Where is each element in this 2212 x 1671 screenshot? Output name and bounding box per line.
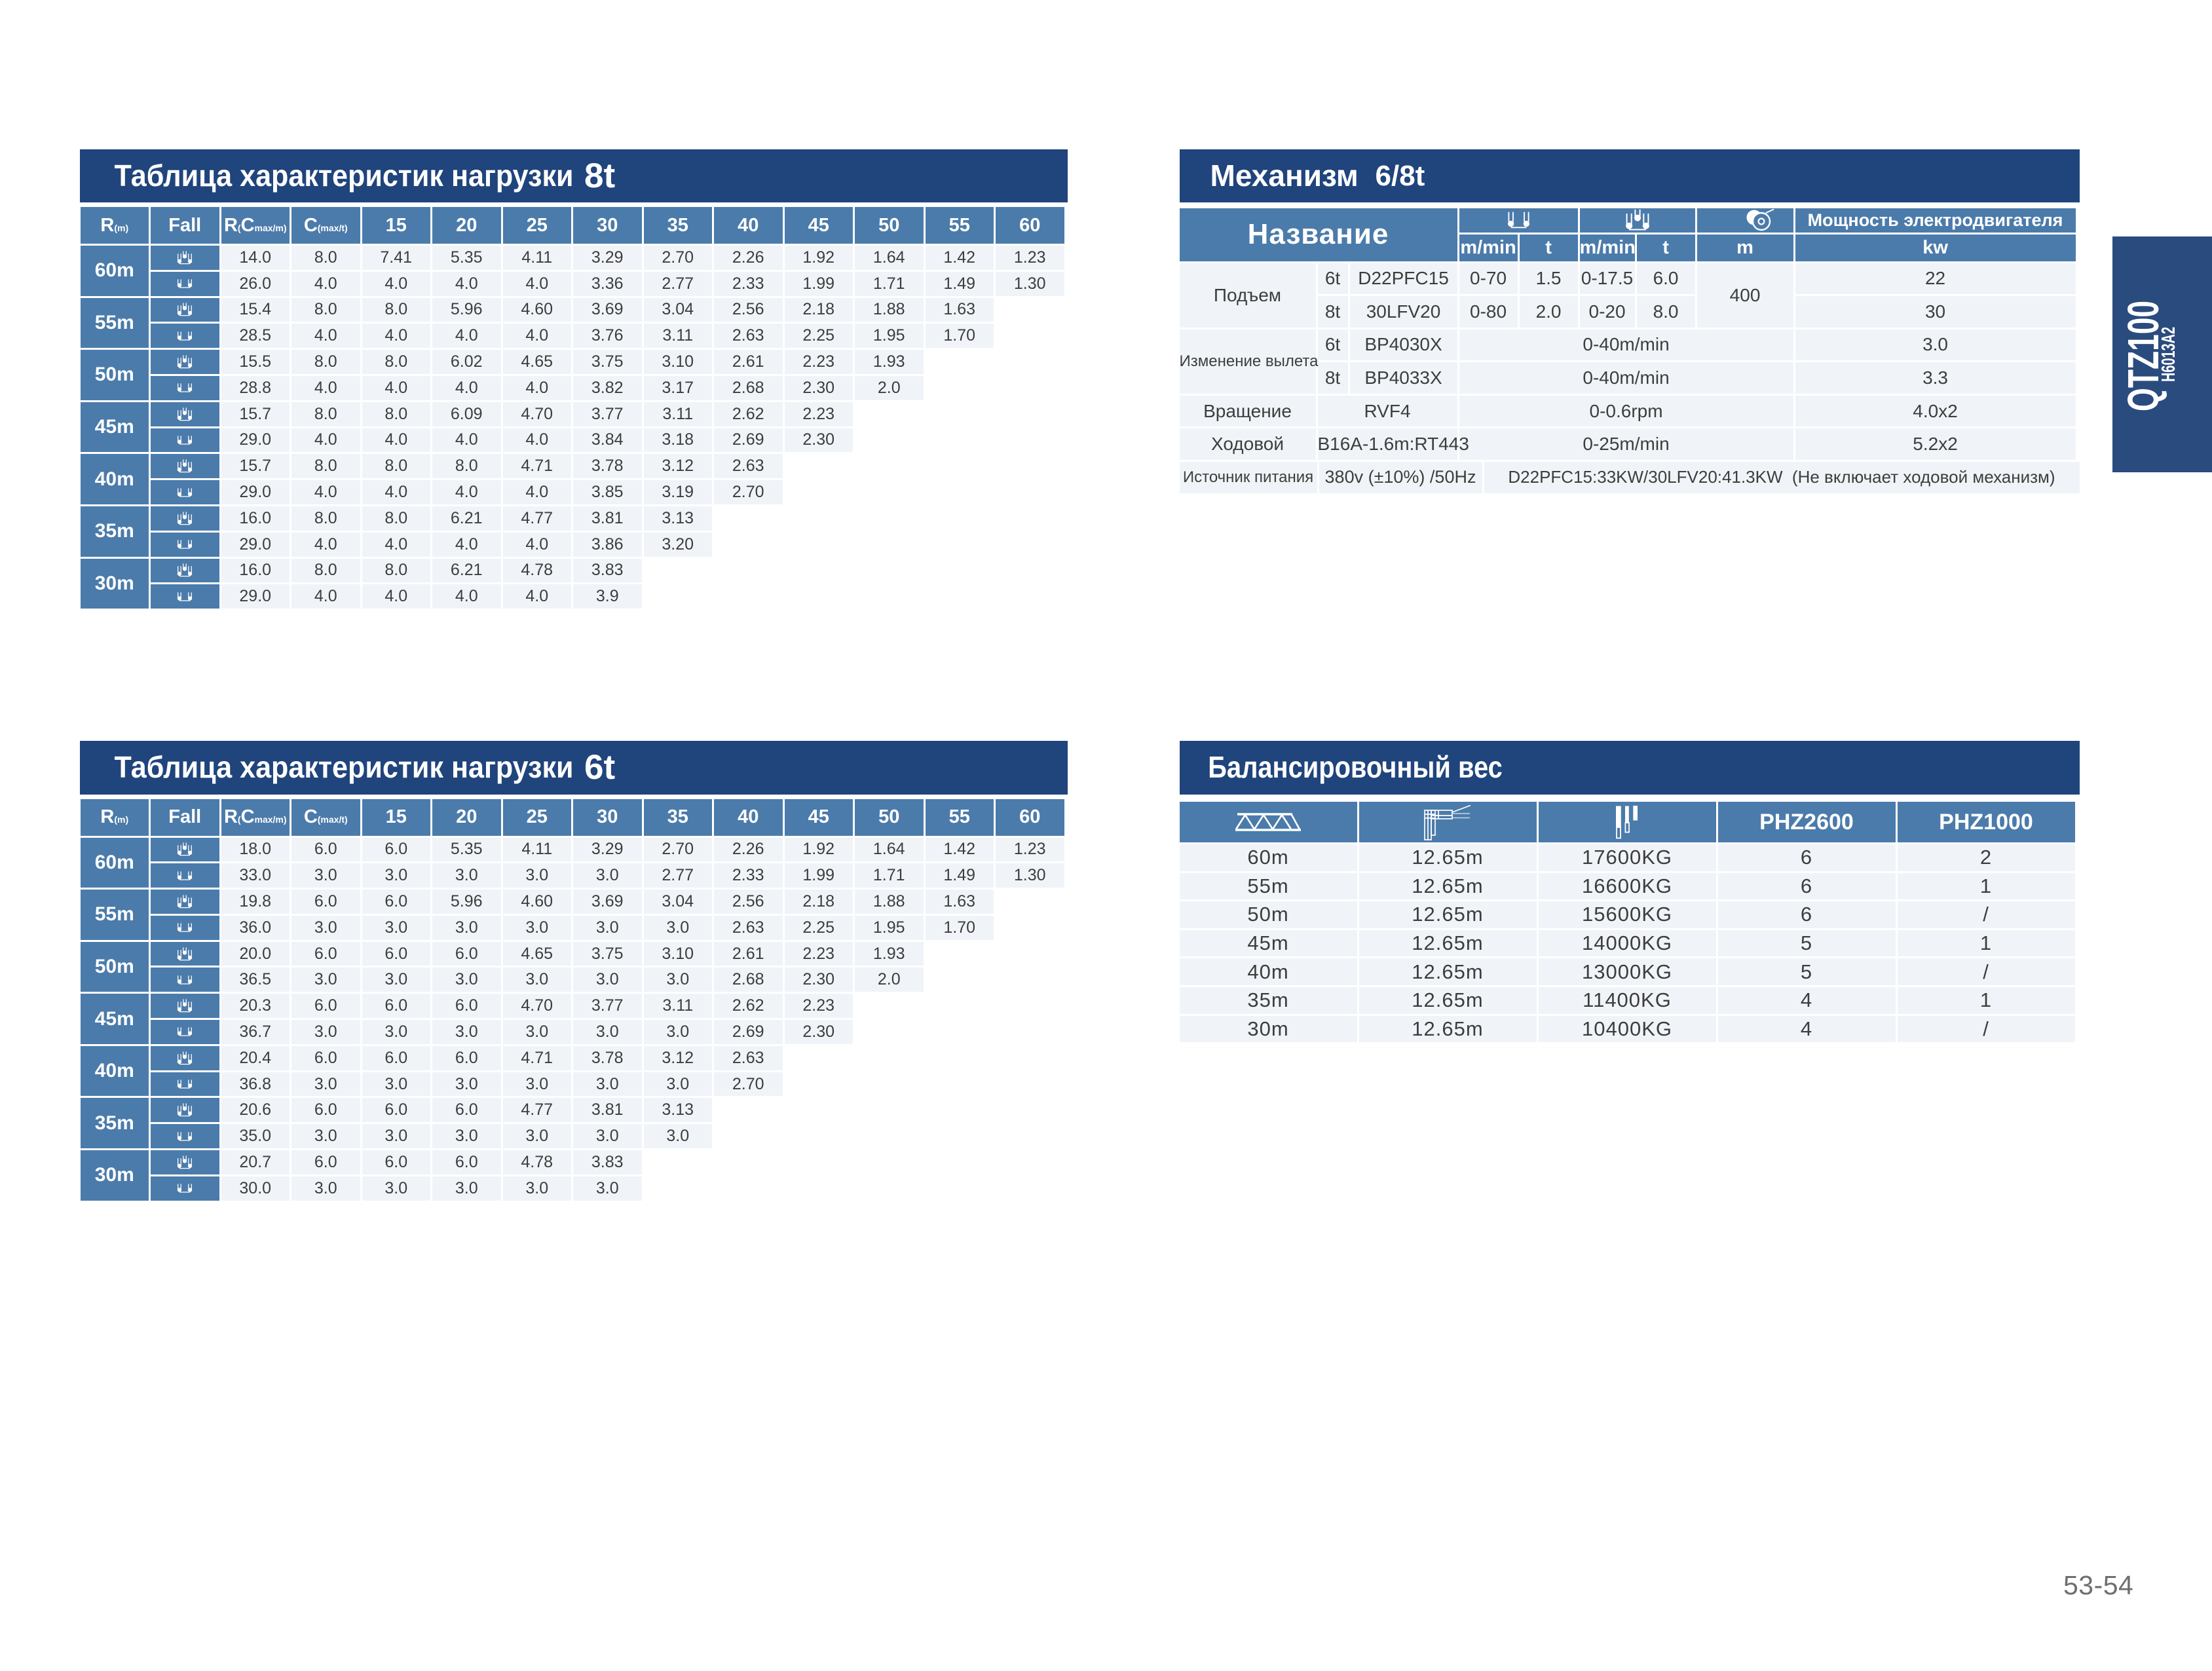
svg-text:QTZ100: QTZ100 (2119, 301, 2168, 411)
svg-text:H6013A2: H6013A2 (2158, 327, 2179, 382)
